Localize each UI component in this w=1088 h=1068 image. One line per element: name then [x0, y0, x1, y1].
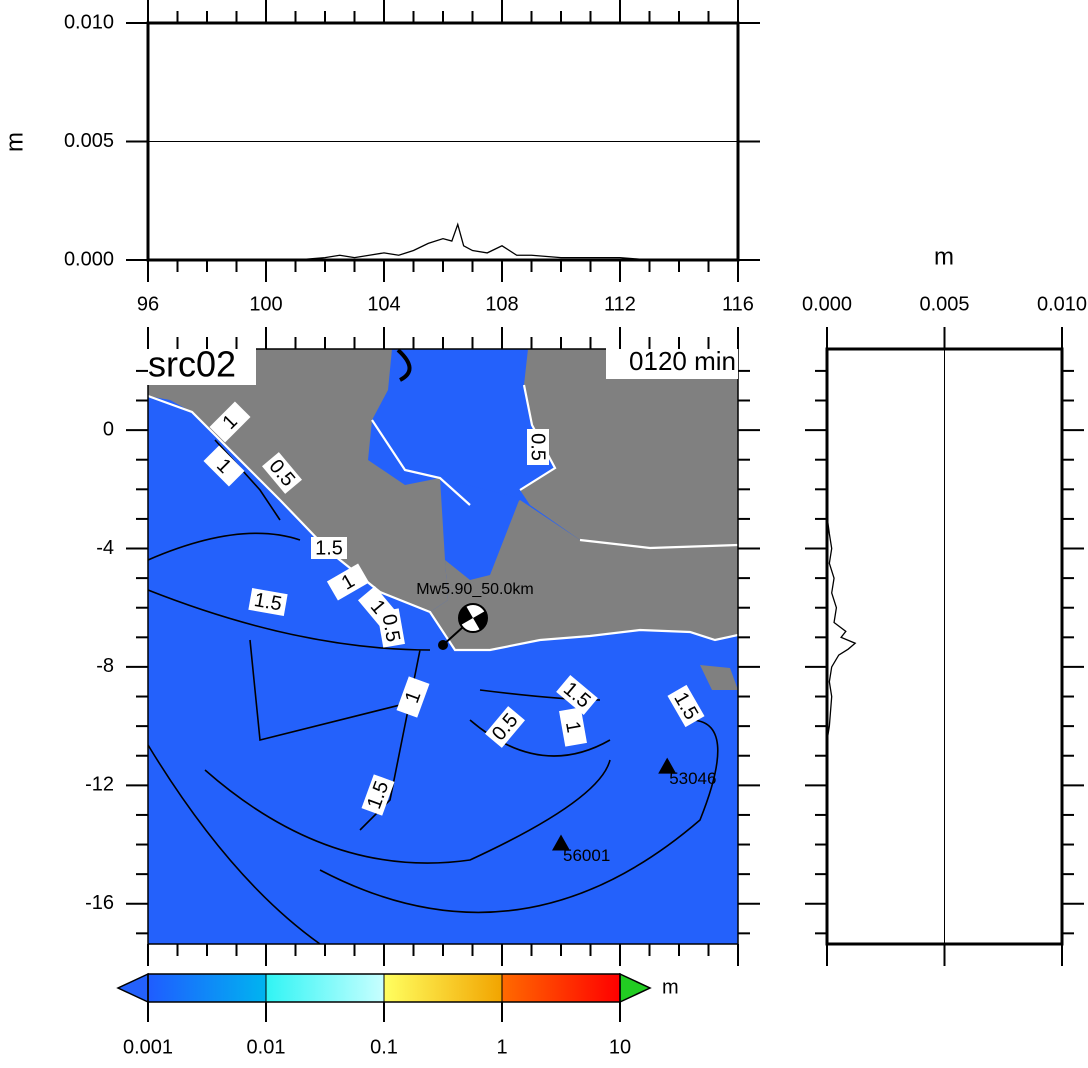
contour-label-text: 0.5 [377, 612, 403, 643]
borneo [520, 349, 738, 548]
java [430, 500, 738, 650]
y-tick-label: -8 [96, 655, 114, 677]
contour-label-box [262, 452, 302, 494]
contour-label-text: 1.5 [315, 537, 343, 559]
contour-label-box [485, 706, 525, 748]
contour-line [148, 532, 719, 944]
contour-label-box [209, 401, 251, 443]
contour-label-box [667, 684, 705, 728]
contour-label-box [311, 537, 347, 559]
y-tick-label: -12 [85, 774, 114, 796]
epicenter [438, 640, 448, 651]
y-tick-label: 0.010 [64, 11, 114, 33]
colorbar-unit: m [662, 976, 679, 998]
contour-label-box [396, 676, 430, 718]
x-tick-label: 108 [485, 293, 518, 315]
contour-label-box [377, 608, 405, 648]
x-tick-label: 112 [604, 293, 636, 315]
y-tick-label: 0 [103, 418, 114, 440]
contour-label-box [559, 707, 587, 747]
colorbar-under [116, 972, 149, 1004]
colorbar-tick-label: 10 [609, 1036, 631, 1058]
time-box [606, 347, 738, 379]
title-box [146, 347, 256, 385]
coastline [148, 394, 738, 652]
contour-label: 1 [559, 707, 587, 747]
colorbar-segment [266, 974, 384, 1002]
profile-line [266, 222, 679, 261]
contour-label: 1.5 [311, 537, 347, 559]
colorbar-tick-label: 0.01 [247, 1036, 286, 1058]
contour-label-box [527, 429, 549, 465]
x-tick-label: 0.005 [919, 293, 969, 315]
contour-label-text: 0.5 [527, 433, 549, 461]
x-tick-label: 96 [137, 293, 159, 315]
beach-ball-quadrant [459, 605, 487, 631]
station-label: 53046 [669, 769, 716, 788]
contour-label: 0.5 [527, 429, 549, 465]
map-title: src02 [148, 344, 236, 385]
station-label: 56001 [563, 846, 610, 865]
profile-line [826, 515, 857, 742]
contour-label: 1 [326, 563, 370, 601]
x-tick-label: 104 [367, 293, 400, 315]
map-area [148, 349, 738, 944]
colorbar-segment [148, 974, 266, 1002]
colorbar-tick-label: 0.001 [123, 1036, 173, 1058]
contour-label: 1 [203, 445, 245, 487]
coast-outline [396, 349, 412, 382]
contour-label-text: 1 [561, 720, 585, 735]
colorbar-segment [502, 974, 620, 1002]
x-tick-label: 0.000 [802, 293, 852, 315]
colorbar-tick-label: 1 [496, 1036, 507, 1058]
strait [440, 478, 520, 580]
colorbar-segment [384, 974, 502, 1002]
contour-label-text: 1.5 [252, 589, 283, 615]
contour-label-box [326, 563, 370, 601]
contour-label-box [361, 774, 395, 816]
side-profile-xlabel: m [934, 243, 954, 270]
y-tick-label: -4 [96, 537, 114, 559]
contour-label: 1 [396, 676, 430, 718]
contour-label: 0.5 [377, 608, 405, 648]
islands [700, 665, 738, 690]
station-marker [658, 757, 677, 774]
y-tick-label: 0.005 [64, 130, 114, 152]
x-tick-label: 116 [722, 293, 754, 315]
x-tick-label: 100 [249, 293, 282, 315]
colorbar-over [619, 972, 652, 1004]
colorbar-tick-label: 0.1 [370, 1036, 398, 1058]
top-profile-ylabel: m [1, 132, 28, 152]
contour-label: 1 [209, 401, 251, 443]
y-tick-label: -16 [85, 892, 114, 914]
contour-label-box [203, 445, 245, 487]
station-marker [552, 834, 570, 851]
contour-label-box [248, 588, 288, 616]
contour-label-box [556, 675, 598, 715]
y-tick-label: 0.000 [64, 248, 114, 270]
contour-label: 1.5 [248, 588, 288, 616]
x-tick-label: 0.010 [1037, 293, 1087, 315]
event-label: Mw5.90_50.0km [416, 581, 533, 598]
time-label: 0120 min [629, 346, 736, 376]
